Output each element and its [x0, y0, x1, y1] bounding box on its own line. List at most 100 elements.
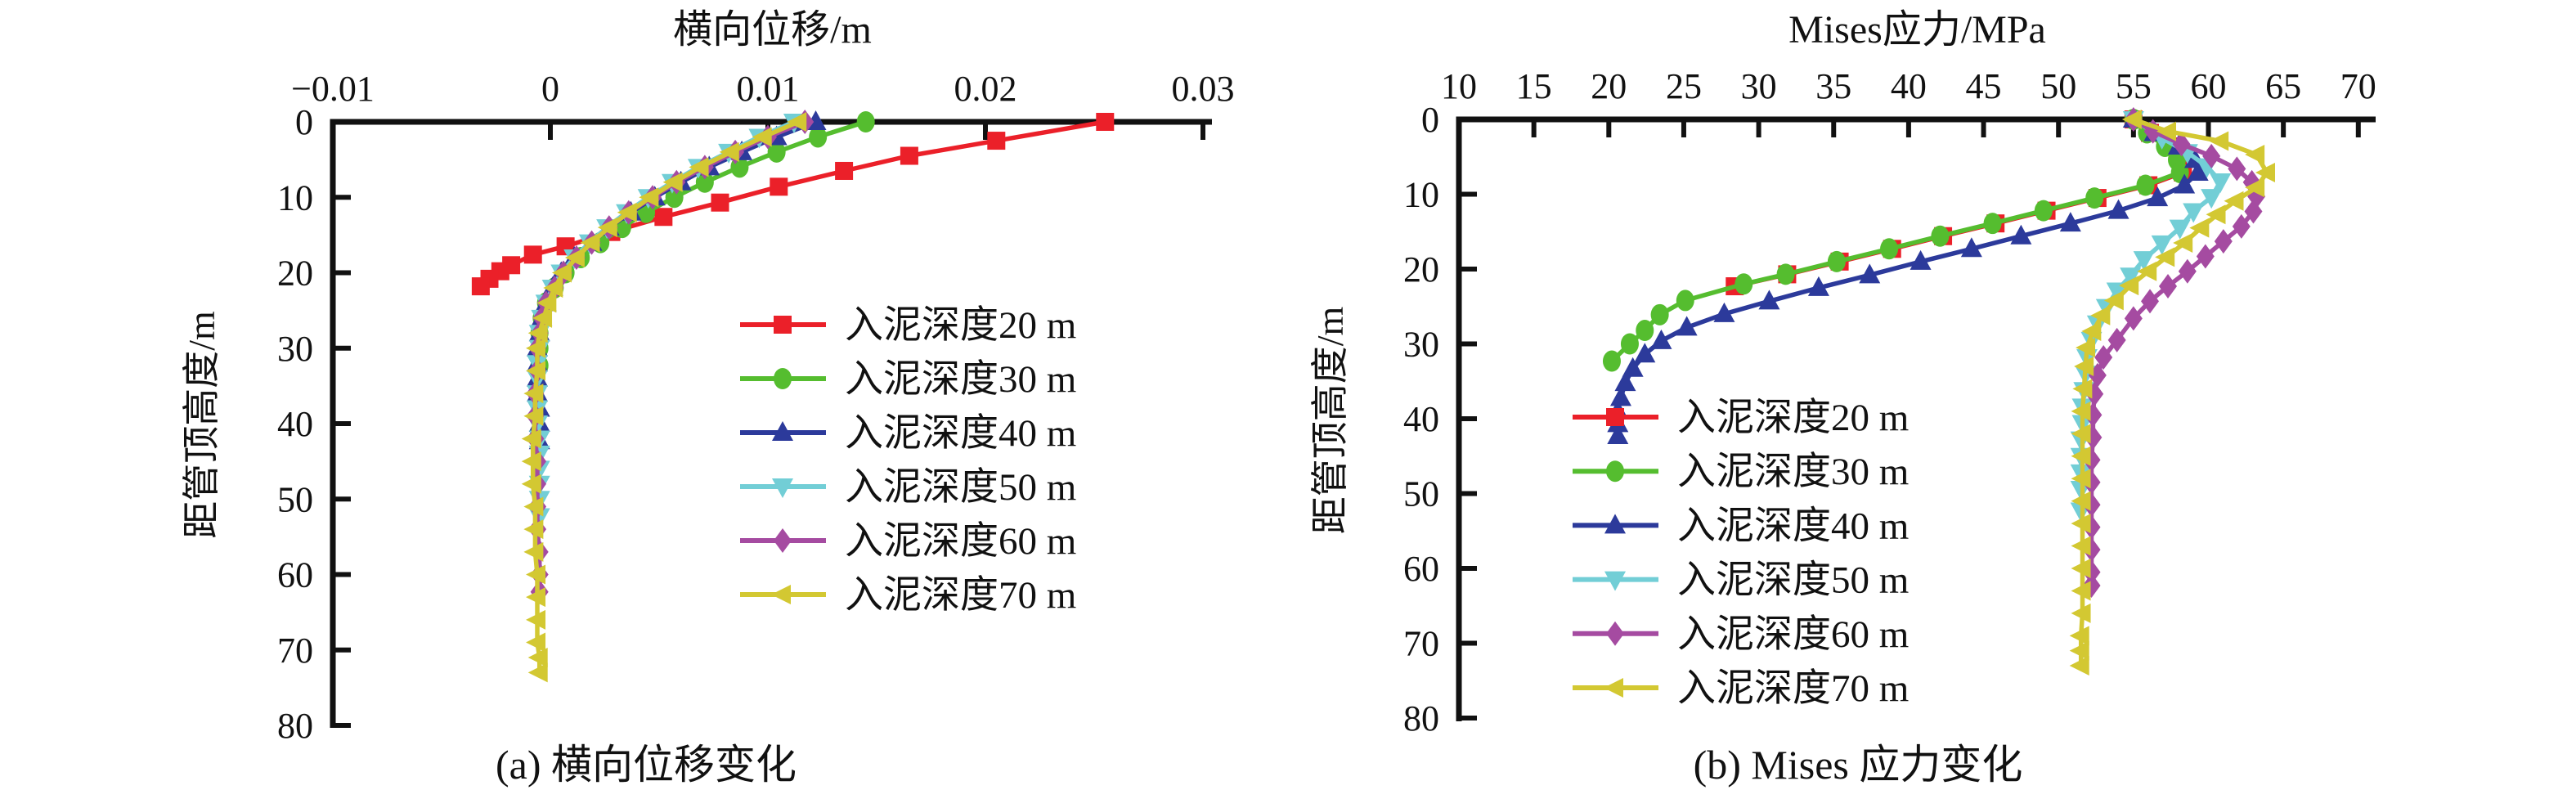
data-point-marker [719, 141, 739, 162]
y-tick-label: 10 [277, 177, 313, 218]
legend-item-a-1: 入泥深度30 m [740, 358, 1076, 401]
data-point-marker [1676, 316, 1698, 336]
data-point-marker [2156, 121, 2177, 141]
data-point-marker [662, 172, 683, 192]
data-point-marker [2107, 327, 2126, 352]
data-point-marker [2071, 514, 2091, 534]
data-point-marker [526, 587, 546, 608]
y-tick-label: 70 [1403, 624, 1439, 664]
data-point-marker [2085, 187, 2104, 209]
data-point-marker [1807, 276, 1829, 296]
legend-label: 入泥深度20 m [1677, 397, 1909, 439]
data-point-marker [2201, 189, 2223, 209]
data-point-marker [1983, 213, 2002, 235]
data-point-marker [2245, 177, 2265, 198]
data-point-marker [1931, 225, 1950, 247]
data-point-marker [2155, 247, 2175, 267]
data-point-marker [770, 177, 788, 196]
data-point-marker [2071, 559, 2091, 578]
data-point-marker [2124, 306, 2143, 331]
x-tick-label: 20 [1591, 66, 1627, 106]
data-point-marker [2071, 446, 2091, 466]
legend-sample-marker [774, 316, 792, 334]
legend-item-b-4: 入泥深度60 m [1573, 613, 1909, 656]
data-point-marker [2069, 626, 2089, 646]
data-point-marker [856, 111, 875, 132]
legend-label: 入泥深度50 m [845, 466, 1076, 509]
data-point-marker [2071, 491, 2091, 511]
data-point-marker [523, 245, 542, 264]
series-b-2 [1607, 108, 2209, 445]
data-point-marker [527, 647, 548, 667]
data-point-marker [2071, 469, 2091, 489]
data-point-marker [1713, 302, 1735, 322]
legend-sample-marker [772, 478, 793, 498]
data-point-marker [2244, 199, 2263, 224]
data-point-marker [2034, 200, 2053, 222]
caption-panel-b: (b) Mises 应力变化 [1694, 742, 2023, 788]
data-point-marker [1650, 329, 1672, 349]
data-point-marker [1910, 249, 1932, 270]
data-point-marker [2071, 603, 2091, 623]
data-point-marker [1827, 250, 1846, 272]
caption-panel-a: (a) 横向位移变化 [496, 742, 797, 788]
y-tick-label: 20 [277, 254, 313, 294]
legend-label: 入泥深度50 m [1677, 559, 1909, 602]
y-tick-label: 50 [1403, 474, 1439, 514]
data-point-marker [526, 632, 546, 653]
data-point-marker [2103, 290, 2124, 311]
data-point-marker [2071, 401, 2091, 421]
legend-item-b-3: 入泥深度50 m [1573, 559, 1909, 602]
x-tick-label: 55 [2116, 66, 2152, 106]
series-line [535, 119, 819, 443]
y-tick-label: 80 [1403, 698, 1439, 738]
x-tick-label: 30 [1741, 66, 1777, 106]
legend-sample-marker [1606, 621, 1624, 646]
y-tick-label: 30 [1403, 325, 1439, 365]
data-point-marker [543, 277, 563, 298]
data-point-marker [521, 474, 541, 494]
chart-panel-lateral-displacement: −0.01 0 0.01 0.02 0.0301020304050607080横向位移/… [181, 8, 1235, 746]
legend-item-a-4: 入泥深度60 m [740, 520, 1076, 563]
legend-label: 入泥深度60 m [1677, 613, 1909, 656]
data-point-marker [526, 564, 546, 585]
data-point-marker [2172, 132, 2191, 157]
legend-label: 入泥深度70 m [845, 574, 1076, 617]
data-point-marker [1859, 263, 1881, 284]
data-point-marker [2245, 145, 2265, 165]
legend-label: 入泥深度30 m [845, 358, 1076, 401]
legend-item-a-0: 入泥深度20 m [740, 304, 1076, 347]
data-point-marker [580, 232, 600, 253]
data-point-marker [2151, 235, 2173, 255]
y-axis-title: 距管顶高度/m [181, 311, 222, 539]
data-point-marker [2071, 581, 2091, 601]
data-point-marker [2137, 261, 2157, 281]
data-point-marker [2228, 156, 2246, 182]
data-point-marker [2209, 131, 2229, 151]
x-axis-title: Mises应力/MPa [1788, 8, 2046, 52]
legend-label: 入泥深度20 m [845, 304, 1076, 347]
data-point-marker [2174, 173, 2196, 194]
data-point-marker [752, 127, 772, 147]
legend-item-a-5: 入泥深度70 m [740, 574, 1076, 617]
data-point-marker [2090, 305, 2111, 325]
data-point-marker [2169, 219, 2191, 240]
data-point-marker [695, 171, 714, 193]
data-point-marker [2196, 244, 2215, 269]
x-axis-title: 横向位移/m [673, 8, 872, 52]
data-point-marker [1776, 263, 1795, 285]
data-point-marker [2189, 218, 2210, 238]
legend-item-b-2: 入泥深度40 m [1573, 505, 1909, 547]
legend-label: 入泥深度30 m [1677, 451, 1909, 493]
data-point-marker [2187, 160, 2209, 181]
data-point-marker [639, 187, 659, 208]
data-point-marker [1622, 357, 1644, 377]
data-point-marker [2072, 379, 2093, 399]
data-point-marker [2010, 224, 2032, 245]
series-a-1 [530, 111, 875, 376]
data-point-marker [2071, 424, 2091, 444]
x-tick-label: 50 [2040, 66, 2076, 106]
data-point-marker [532, 307, 553, 328]
x-tick-label: 45 [1966, 66, 2002, 106]
